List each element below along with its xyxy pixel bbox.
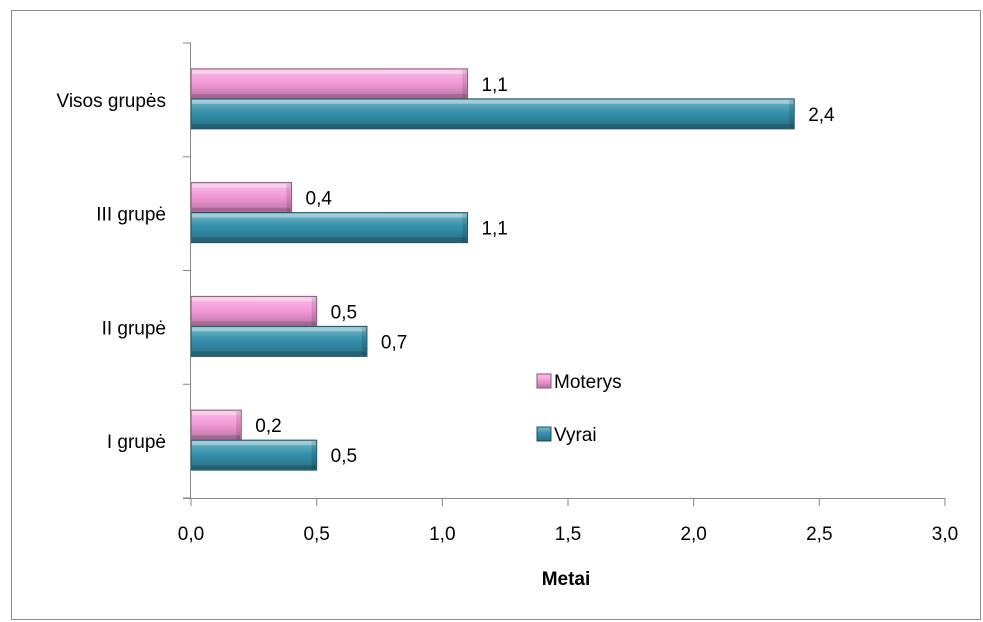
labels-group: 0,2 0,5 I grupė 0,5 0,7 II grupė 0,4 1,1 III gru…: [57, 75, 959, 545]
bar-vyrai-3: [190, 212, 468, 244]
data-label-vyrai-4: 2,4: [808, 105, 835, 126]
category-label-4: Visos grupės: [57, 91, 167, 112]
x-tick-label-4: 2,0: [680, 524, 706, 545]
bar-moterys-2: [190, 295, 318, 327]
legend: Moterys Vyrai: [536, 372, 622, 446]
data-label-moterys-2: 0,5: [331, 302, 357, 323]
x-tick-label-5: 2,5: [806, 524, 832, 545]
bar-moterys-3: [190, 182, 293, 214]
data-label-moterys-4: 1,1: [481, 75, 507, 96]
x-tick-label-2: 1,0: [429, 524, 455, 545]
legend-label-moterys: Moterys: [554, 372, 622, 393]
data-label-moterys-3: 0,4: [306, 189, 333, 210]
x-tick-label-0: 0,0: [178, 524, 204, 545]
legend-item-vyrai: Vyrai: [536, 425, 597, 446]
legend-swatch-vyrai: [536, 426, 552, 442]
bars-group: [190, 68, 795, 471]
bar-moterys-1: [190, 409, 242, 441]
legend-label-vyrai: Vyrai: [554, 425, 597, 446]
data-label-vyrai-3: 1,1: [481, 219, 507, 240]
data-label-moterys-1: 0,2: [255, 416, 281, 437]
legend-swatch-moterys: [536, 373, 552, 389]
bar-vyrai-1: [190, 439, 318, 471]
x-tick-label-6: 3,0: [932, 524, 958, 545]
x-tick-label-3: 1,5: [555, 524, 581, 545]
data-label-vyrai-1: 0,5: [331, 446, 357, 467]
category-label-2: II grupė: [102, 318, 166, 339]
axes-group: [183, 42, 946, 506]
category-label-1: I grupė: [107, 432, 166, 453]
data-label-vyrai-2: 0,7: [381, 332, 407, 353]
bar-vyrai-2: [190, 325, 368, 357]
x-tick-label-1: 0,5: [303, 524, 329, 545]
bar-moterys-4: [190, 68, 468, 100]
category-label-3: III grupė: [96, 205, 166, 226]
legend-item-moterys: Moterys: [536, 372, 622, 393]
bar-vyrai-4: [190, 98, 795, 130]
x-axis-title: Metai: [542, 569, 591, 590]
